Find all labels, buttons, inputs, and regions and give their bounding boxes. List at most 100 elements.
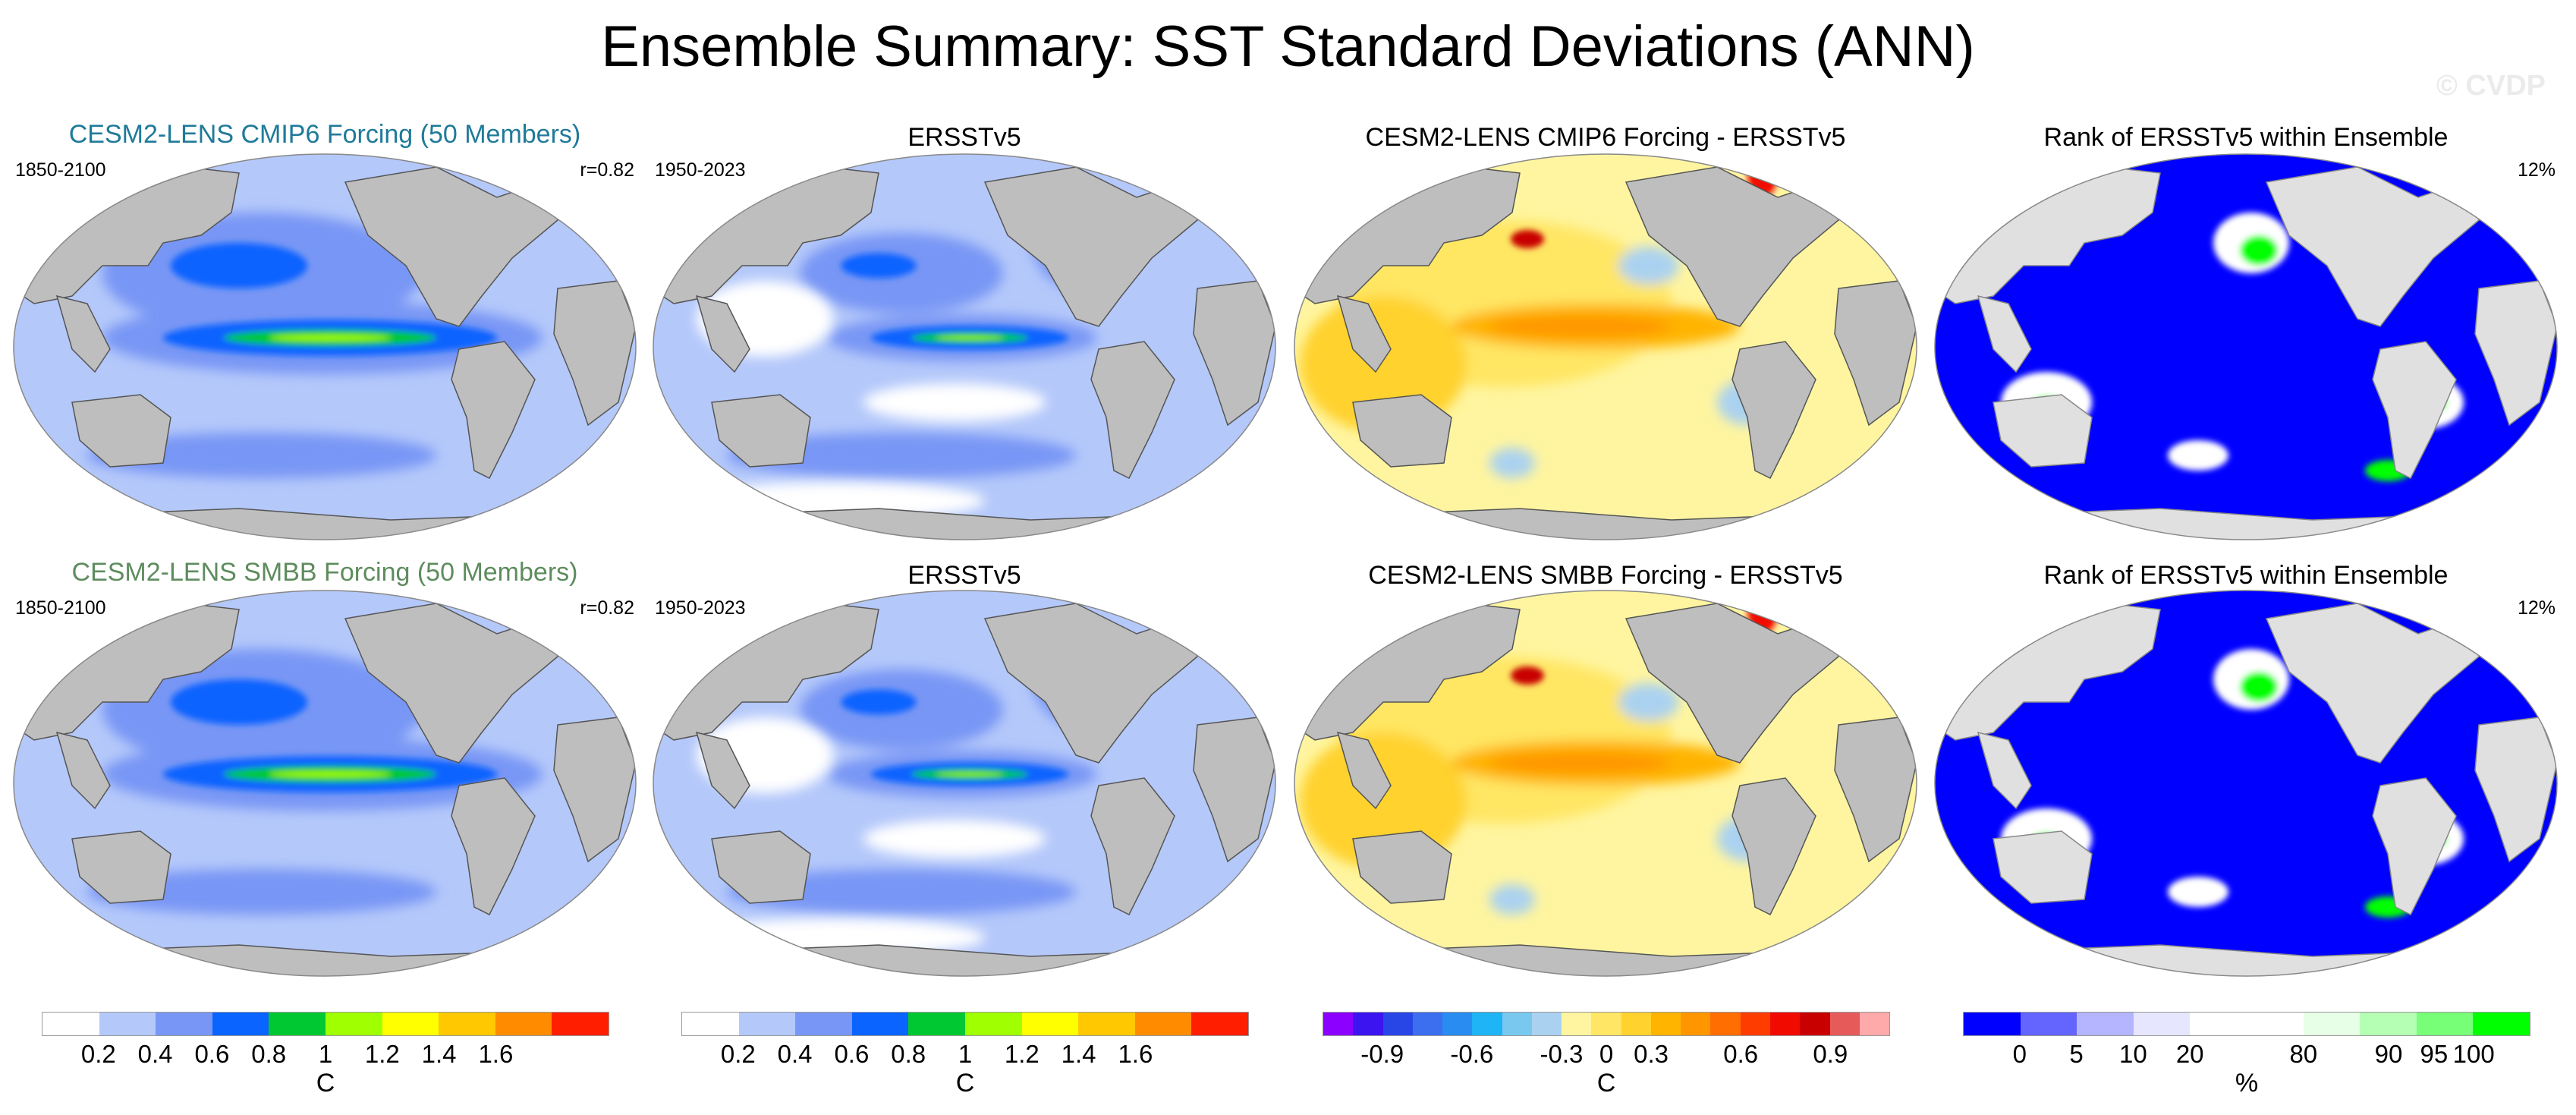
- colorbar-swatch: [1650, 1013, 1681, 1035]
- panel-rank-stat-row1: 12%: [2517, 159, 2556, 181]
- panel-obs-period-row2: 1950-2023: [655, 597, 746, 619]
- map-diff-row2: [1292, 588, 1919, 978]
- colorbar-swatch: [2133, 1013, 2191, 1035]
- colorbar-swatch: [1621, 1013, 1651, 1035]
- colorbar-tick-label: 100: [2452, 1040, 2495, 1068]
- panel-obs-title-row2: ERSSTv5: [907, 561, 1021, 590]
- colorbar-tick-label: 1.4: [421, 1040, 457, 1068]
- colorbar-4: [1963, 1012, 2530, 1036]
- colorbar-tick-label: 80: [2289, 1040, 2318, 1068]
- colorbar-tick-label: 1.2: [364, 1040, 400, 1068]
- colorbar-3-unit: C: [1596, 1069, 1616, 1098]
- map-model-row1: [11, 152, 638, 542]
- colorbar-swatch: [908, 1013, 965, 1035]
- panel-obs-period-row1: 1950-2023: [655, 159, 746, 181]
- map-obs-row2: [651, 588, 1278, 978]
- colorbar-tick-label: 0.2: [720, 1040, 756, 1068]
- colorbar-tick-label: -0.3: [1540, 1040, 1584, 1068]
- colorbar-4-unit: %: [2235, 1069, 2259, 1098]
- colorbar-1: [42, 1012, 609, 1036]
- colorbar-swatch: [2303, 1013, 2361, 1035]
- colorbar-tick-label: 0.3: [1634, 1040, 1669, 1068]
- colorbar-swatch: [2360, 1013, 2417, 1035]
- colorbar-tick-label: 20: [2175, 1040, 2204, 1068]
- colorbar-swatch: [2020, 1013, 2077, 1035]
- map-rank-row2: [1933, 588, 2559, 978]
- colorbar-swatch: [2190, 1013, 2247, 1035]
- colorbar-swatch: [1382, 1013, 1413, 1035]
- map-diff-row1: [1292, 152, 1919, 542]
- colorbar-swatch: [212, 1013, 269, 1035]
- colorbar-swatch: [495, 1013, 552, 1035]
- colorbar-swatch: [1442, 1013, 1473, 1035]
- colorbar-swatch: [552, 1013, 609, 1035]
- colorbar-1-unit: C: [316, 1069, 335, 1098]
- panel-model-title-row2: CESM2-LENS SMBB Forcing (50 Members): [71, 558, 578, 587]
- panel-model-stat-row1: r=0.82: [580, 159, 634, 181]
- colorbar-tick-label: 1: [958, 1040, 973, 1068]
- colorbar-tick-label: -0.6: [1450, 1040, 1494, 1068]
- colorbar-tick-label: -0.9: [1360, 1040, 1404, 1068]
- colorbar-tick-label: 5: [2069, 1040, 2084, 1068]
- map-rank-row1: [1933, 152, 2559, 542]
- panel-diff-title-row2: CESM2-LENS SMBB Forcing - ERSSTv5: [1368, 561, 1843, 590]
- colorbar-swatch: [738, 1013, 796, 1035]
- colorbar-tick-label: 90: [2374, 1040, 2403, 1068]
- colorbar-swatch: [382, 1013, 439, 1035]
- colorbar-swatch: [682, 1013, 739, 1035]
- colorbar-swatch: [439, 1013, 495, 1035]
- page-title: Ensemble Summary: SST Standard Deviation…: [601, 14, 1975, 79]
- colorbar-tick-label: 0: [2012, 1040, 2027, 1068]
- colorbar-swatch: [1191, 1013, 1248, 1035]
- colorbar-swatch: [42, 1013, 99, 1035]
- colorbar-tick-label: 0.8: [251, 1040, 287, 1068]
- colorbar-2-unit: C: [955, 1069, 975, 1098]
- colorbar-tick-label: 0.6: [194, 1040, 230, 1068]
- panel-model-stat-row2: r=0.82: [580, 597, 634, 619]
- colorbar-3: [1323, 1012, 1890, 1036]
- colorbar-swatch: [1562, 1013, 1592, 1035]
- colorbar-swatch: [1859, 1013, 1890, 1035]
- colorbar-swatch: [1681, 1013, 1711, 1035]
- panel-rank-title-row2: Rank of ERSSTv5 within Ensemble: [2043, 561, 2449, 590]
- colorbar-swatch: [1021, 1013, 1079, 1035]
- panel-model-period-row1: 1850-2100: [15, 159, 106, 181]
- colorbar-swatch: [1472, 1013, 1502, 1035]
- panel-rank-title-row1: Rank of ERSSTv5 within Ensemble: [2043, 123, 2449, 152]
- colorbar-tick-label: 0.8: [891, 1040, 926, 1068]
- colorbar-swatch: [1323, 1013, 1354, 1035]
- colorbar-tick-label: 0.6: [834, 1040, 870, 1068]
- watermark: © CVDP: [2436, 70, 2546, 102]
- panel-model-title-row1: CESM2-LENS CMIP6 Forcing (50 Members): [68, 120, 581, 149]
- colorbar-tick-label: 1.6: [478, 1040, 514, 1068]
- colorbar-swatch: [325, 1013, 382, 1035]
- colorbar-swatch: [1710, 1013, 1741, 1035]
- colorbar-swatch: [851, 1013, 909, 1035]
- colorbar-swatch: [1591, 1013, 1621, 1035]
- panel-obs-title-row1: ERSSTv5: [907, 123, 1021, 152]
- colorbar-tick-label: 1: [318, 1040, 333, 1068]
- colorbar-swatch: [1740, 1013, 1770, 1035]
- colorbar-swatch: [2473, 1013, 2530, 1035]
- colorbar-tick-label: 0.9: [1813, 1040, 1848, 1068]
- colorbar-swatch: [2077, 1013, 2134, 1035]
- colorbar-swatch: [156, 1013, 212, 1035]
- colorbar-tick-label: 1.6: [1118, 1040, 1153, 1068]
- map-obs-row1: [651, 152, 1278, 542]
- panel-model-period-row2: 1850-2100: [15, 597, 106, 619]
- colorbar-swatch: [964, 1013, 1022, 1035]
- colorbar-tick-label: 1.2: [1004, 1040, 1040, 1068]
- colorbar-swatch: [1134, 1013, 1192, 1035]
- colorbar-swatch: [269, 1013, 326, 1035]
- colorbar-swatch: [1412, 1013, 1443, 1035]
- colorbar-swatch: [795, 1013, 852, 1035]
- colorbar-swatch: [1353, 1013, 1383, 1035]
- panel-rank-stat-row2: 12%: [2517, 597, 2556, 619]
- colorbar-swatch: [1964, 1013, 2021, 1035]
- colorbar-swatch: [1078, 1013, 1135, 1035]
- colorbar-tick-label: 0.4: [777, 1040, 813, 1068]
- colorbar-swatch: [2246, 1013, 2304, 1035]
- colorbar-swatch: [1829, 1013, 1860, 1035]
- panel-diff-title-row1: CESM2-LENS CMIP6 Forcing - ERSSTv5: [1365, 123, 1846, 152]
- colorbar-tick-label: 0.4: [137, 1040, 173, 1068]
